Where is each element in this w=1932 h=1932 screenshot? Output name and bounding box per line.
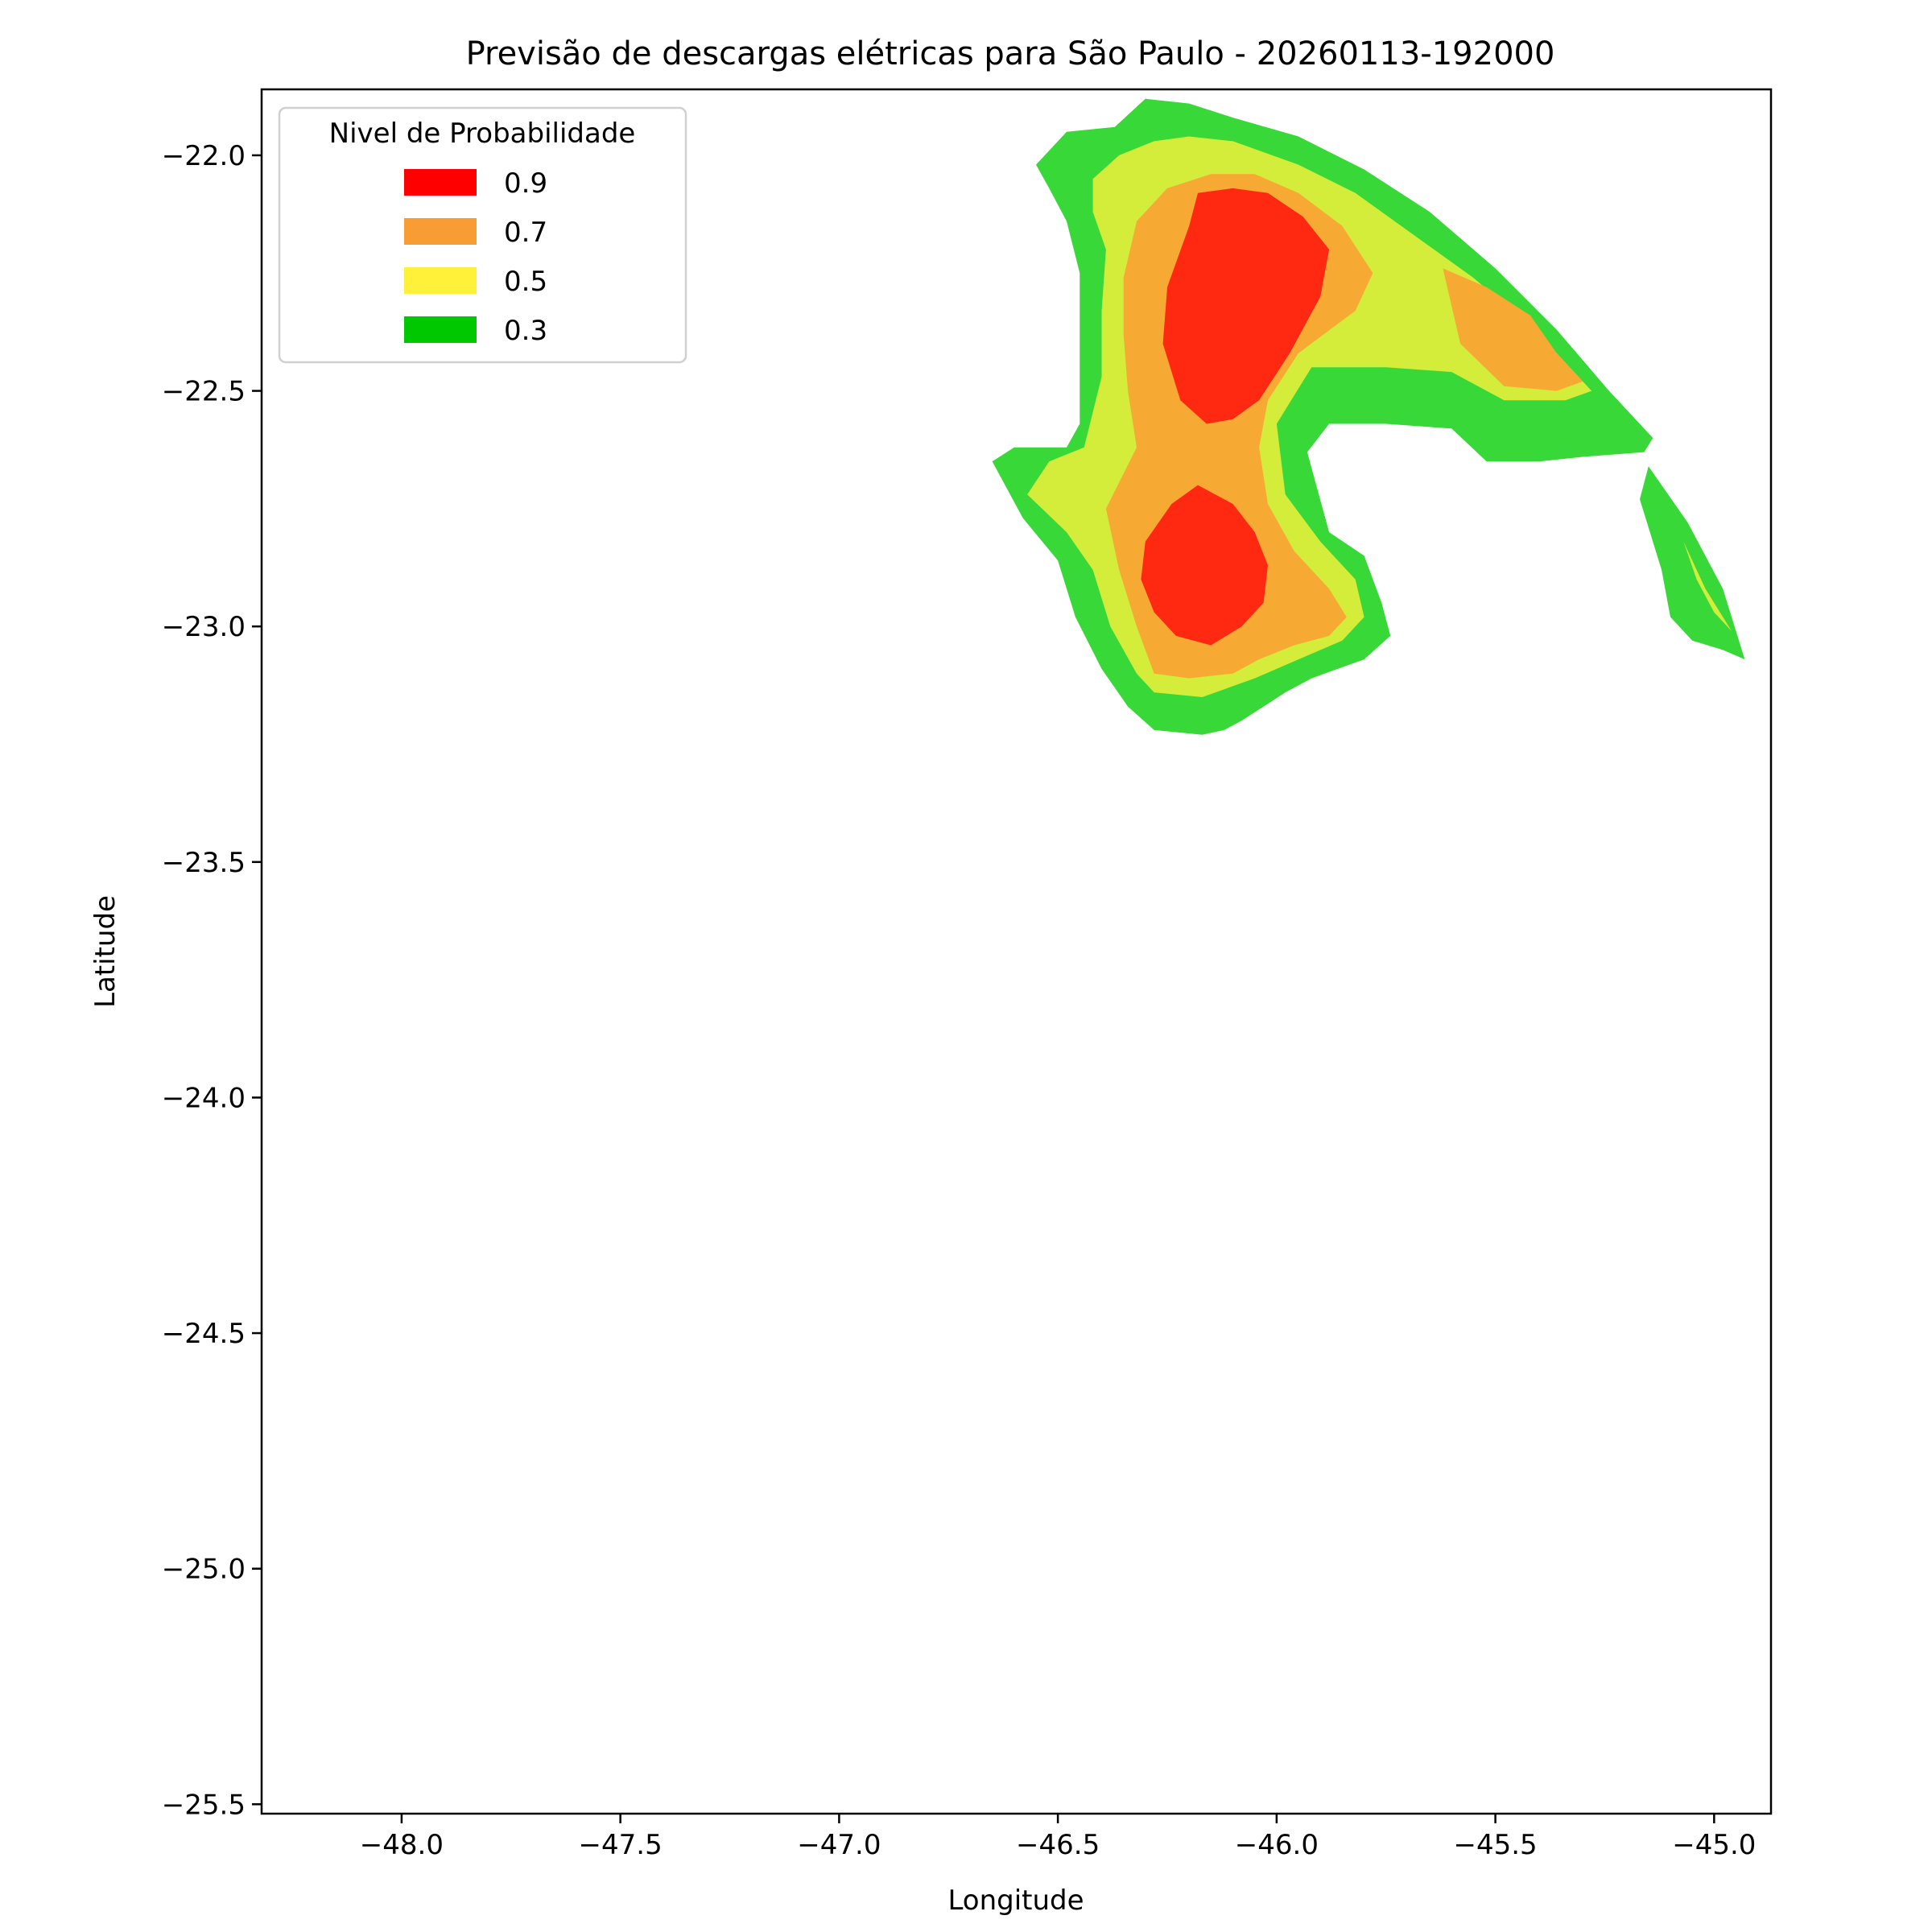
- y-axis-label: Latitude: [89, 895, 122, 1008]
- y-tick-label-2: −23.0: [162, 611, 246, 643]
- plot-area: [260, 88, 1773, 1815]
- chart-title: Previsão de descargas elétricas para São…: [466, 35, 1555, 72]
- x-tick-label-0: −48.0: [360, 1829, 444, 1861]
- legend-box: [278, 106, 687, 364]
- axes-frame: [260, 88, 1773, 1815]
- legend-label-2: 0.5: [504, 266, 547, 298]
- legend-label-3: 0.3: [504, 315, 547, 347]
- y-tick-label-1: −22.5: [162, 376, 246, 408]
- probability-region-09-6: [1162, 188, 1330, 424]
- y-tick-label-6: −25.0: [162, 1554, 246, 1586]
- y-tick-label-0: −22.0: [162, 140, 246, 172]
- x-tick-label-3: −46.5: [1016, 1829, 1100, 1861]
- y-tick-label-5: −24.5: [162, 1318, 246, 1350]
- legend-label-1: 0.7: [504, 217, 547, 249]
- legend-swatch-1: [404, 218, 477, 245]
- probability-regions: [992, 98, 1745, 735]
- x-tick-label-1: −47.5: [579, 1829, 663, 1861]
- probability-region-09-7: [1141, 485, 1268, 646]
- y-axis: −22.0 −22.5 −23.0 −23.5 −24.0 −24.5 −25.0 −25.5: [162, 140, 262, 1821]
- y-tick-label-3: −23.5: [162, 847, 246, 879]
- legend: Nivel de Probabilidade 0.9 0.7 0.5 0.3: [278, 106, 687, 364]
- legend-swatch-0: [404, 169, 477, 196]
- y-tick-label-4: −24.0: [162, 1082, 246, 1114]
- probability-region-07-5: [1443, 268, 1583, 391]
- x-axis-label: Longitude: [947, 1885, 1084, 1917]
- x-tick-label-2: −47.0: [797, 1829, 881, 1861]
- x-tick-label-5: −45.5: [1454, 1829, 1538, 1861]
- legend-entries: 0.9 0.7 0.5 0.3: [404, 167, 547, 347]
- legend-title: Nivel de Probabilidade: [329, 118, 636, 150]
- legend-swatch-2: [404, 267, 477, 294]
- legend-label-0: 0.9: [504, 167, 547, 200]
- x-tick-label-6: −45.0: [1672, 1829, 1756, 1861]
- x-axis: −48.0 −47.5 −47.0 −46.5 −46.0 −45.5 −45.0: [360, 1814, 1756, 1861]
- y-tick-label-7: −25.5: [162, 1789, 246, 1821]
- x-tick-label-4: −46.0: [1235, 1829, 1319, 1861]
- legend-swatch-3: [404, 316, 477, 343]
